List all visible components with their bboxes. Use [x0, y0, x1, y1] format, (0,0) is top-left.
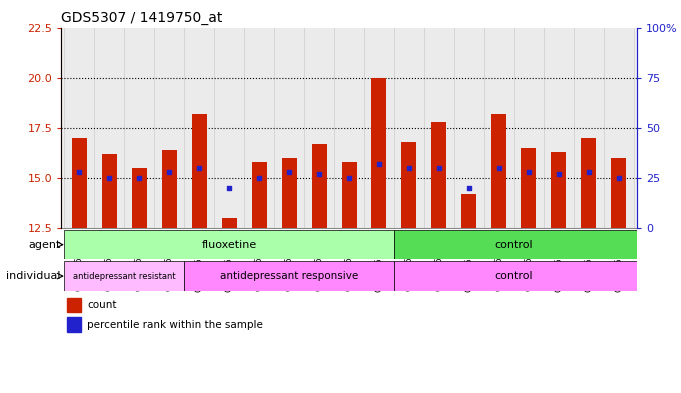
Bar: [612, 158, 627, 228]
Bar: [161, 150, 176, 228]
Bar: [394, 28, 424, 228]
Bar: [67, 298, 82, 312]
Bar: [424, 28, 454, 228]
Bar: [612, 158, 627, 228]
Point: [163, 169, 174, 175]
Bar: [574, 28, 604, 228]
Bar: [221, 218, 236, 228]
Bar: [604, 28, 634, 228]
Bar: [184, 28, 214, 228]
Bar: [341, 162, 357, 228]
Bar: [394, 230, 649, 259]
Bar: [462, 194, 477, 228]
Bar: [402, 142, 417, 228]
Point: [74, 169, 84, 175]
Bar: [544, 28, 574, 228]
Text: control: control: [494, 271, 533, 281]
Bar: [341, 162, 357, 228]
Bar: [454, 28, 484, 228]
Bar: [67, 317, 82, 332]
Bar: [364, 28, 394, 228]
Bar: [101, 154, 116, 228]
Point: [133, 174, 144, 181]
Text: agent: agent: [29, 240, 61, 250]
Bar: [154, 28, 184, 228]
Bar: [311, 144, 326, 228]
Bar: [214, 28, 244, 228]
Bar: [582, 138, 597, 228]
Bar: [251, 162, 266, 228]
Bar: [124, 28, 154, 228]
Text: fluoxetine: fluoxetine: [202, 240, 257, 250]
Bar: [582, 138, 597, 228]
Bar: [372, 78, 387, 228]
Bar: [72, 138, 86, 228]
Bar: [522, 148, 537, 228]
Point: [104, 174, 114, 181]
Bar: [281, 158, 296, 228]
Bar: [72, 138, 86, 228]
Bar: [94, 28, 124, 228]
Bar: [432, 122, 447, 228]
Point: [253, 174, 264, 181]
Text: antidepressant resistant: antidepressant resistant: [73, 272, 176, 281]
Point: [223, 185, 234, 191]
Point: [464, 185, 475, 191]
Text: GDS5307 / 1419750_at: GDS5307 / 1419750_at: [61, 11, 223, 25]
Bar: [334, 28, 364, 228]
Bar: [372, 78, 387, 228]
Text: control: control: [494, 240, 533, 250]
Text: count: count: [87, 300, 116, 310]
Bar: [274, 28, 304, 228]
Bar: [64, 261, 184, 291]
Point: [313, 171, 324, 177]
Bar: [184, 261, 394, 291]
Text: percentile rank within the sample: percentile rank within the sample: [87, 320, 263, 330]
Point: [344, 174, 355, 181]
Bar: [492, 114, 507, 228]
Point: [193, 165, 204, 171]
Bar: [304, 28, 334, 228]
Bar: [64, 28, 94, 228]
Bar: [251, 162, 266, 228]
Bar: [462, 194, 477, 228]
Point: [494, 165, 505, 171]
Bar: [514, 28, 544, 228]
Bar: [101, 154, 116, 228]
Bar: [131, 168, 146, 228]
Bar: [191, 114, 206, 228]
Bar: [244, 28, 274, 228]
Bar: [402, 142, 417, 228]
Point: [434, 165, 445, 171]
Bar: [64, 230, 394, 259]
Bar: [492, 114, 507, 228]
Bar: [131, 168, 146, 228]
Bar: [161, 150, 176, 228]
Point: [554, 171, 565, 177]
Point: [524, 169, 535, 175]
Bar: [522, 148, 537, 228]
Point: [404, 165, 415, 171]
Bar: [484, 28, 514, 228]
Bar: [432, 122, 447, 228]
Text: antidepressant responsive: antidepressant responsive: [220, 271, 358, 281]
Point: [283, 169, 294, 175]
Point: [584, 169, 595, 175]
Bar: [191, 114, 206, 228]
Bar: [221, 218, 236, 228]
Bar: [394, 261, 649, 291]
Point: [614, 174, 624, 181]
Bar: [281, 158, 296, 228]
Bar: [552, 152, 567, 228]
Bar: [311, 144, 326, 228]
Point: [374, 161, 385, 167]
Text: individual: individual: [6, 271, 61, 281]
Bar: [552, 152, 567, 228]
